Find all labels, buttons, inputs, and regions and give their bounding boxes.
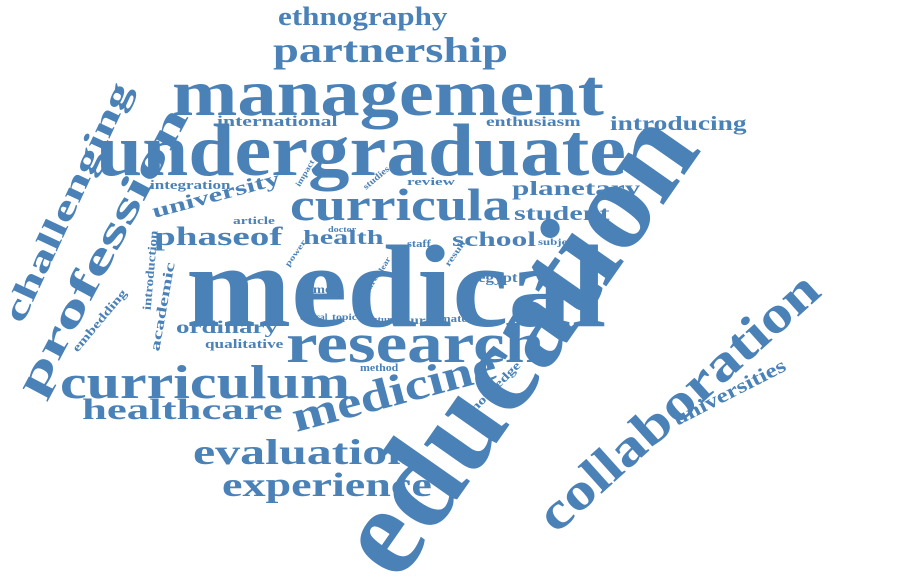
word-method: method [360,363,399,375]
word-healthcare: healthcare [82,392,283,426]
word-topic: topic [332,311,358,322]
word-meta: meta [313,281,344,296]
word-curricula: curricula [290,179,511,231]
word-evaluation: evaluation [193,431,415,472]
word-partnership: partnership [273,29,509,70]
word-climate: climate [427,314,468,326]
word-phaseof: phaseof [154,221,283,251]
word-future: future [368,314,397,324]
word-integration: integration [150,176,231,192]
word-review: review [407,176,455,189]
word-undergraduate: undergraduate [96,110,627,193]
word-medical: medical [186,220,607,352]
word-curriculum: curriculum [60,355,350,409]
word-research: research [286,313,545,376]
word-introducing: introducing [610,113,747,136]
word-health: health [303,227,384,250]
word-ethical: ethical [300,311,328,322]
word-international: international [217,114,338,131]
word-staff: staff [407,239,431,251]
word-article: article [233,215,275,228]
word-school: school [452,226,537,251]
word-subject: subject [538,236,578,247]
word-ordinary: ordinary [176,316,279,337]
word-planetary: planetary [512,178,641,201]
word-enthusiasm: enthusiasm [486,115,581,131]
word-ethnography: ethnography [278,1,448,31]
word-experience: experience [222,467,432,505]
word-egypt: egypt [478,271,518,287]
word-qualitative: qualitative [205,335,284,351]
word-management: management [172,56,604,130]
word-course: course [396,312,439,327]
word-student: student [514,203,610,226]
word-doctor: doctor [328,224,357,234]
